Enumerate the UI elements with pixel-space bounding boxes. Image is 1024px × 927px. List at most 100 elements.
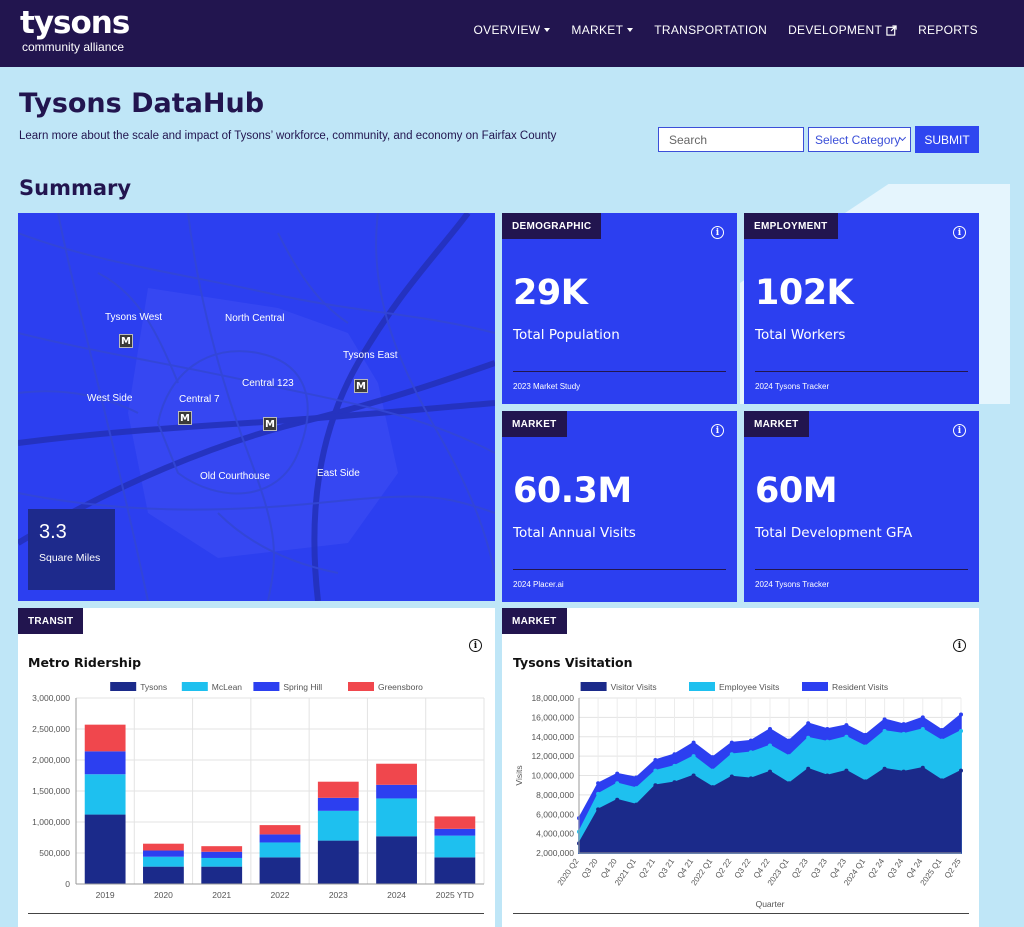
info-icon[interactable]: i	[469, 639, 482, 652]
data-point	[596, 807, 601, 812]
chart-title: Metro Ridership	[28, 655, 142, 670]
bar-segment	[201, 857, 243, 867]
info-icon[interactable]: i	[953, 639, 966, 652]
data-point	[615, 781, 620, 786]
area-stat: 3.3 Square Miles	[28, 509, 115, 590]
x-tick-label: Q3 24	[885, 857, 905, 880]
info-icon[interactable]: i	[711, 424, 724, 437]
data-point	[710, 755, 715, 760]
bar-segment	[317, 781, 359, 798]
stat-card-visits: MARKET i 60.3M Total Annual Visits 2024 …	[502, 411, 737, 602]
metro-station-icon[interactable]: M	[354, 379, 368, 393]
x-tick-label: 2019	[96, 890, 115, 900]
nav-item-reports[interactable]: REPORTS	[918, 23, 978, 37]
map-label: Tysons East	[343, 350, 398, 361]
metro-station-icon[interactable]: M	[119, 334, 133, 348]
data-point	[729, 774, 734, 779]
data-point	[939, 727, 944, 732]
x-tick-label: 2025 YTD	[436, 890, 474, 900]
stat-value: 60.3M	[513, 471, 632, 511]
data-point	[691, 754, 696, 759]
metro-station-icon[interactable]: M	[178, 411, 192, 425]
external-link-icon	[886, 24, 897, 36]
map-label: Old Courthouse	[200, 471, 271, 482]
data-point	[806, 721, 811, 726]
metro-station-icon[interactable]: M	[263, 417, 277, 431]
data-point	[729, 740, 734, 745]
category-tag: MARKET	[502, 608, 567, 634]
data-point	[939, 738, 944, 743]
logo-name: tysons	[20, 5, 130, 41]
data-point	[634, 786, 639, 791]
x-tick-label: Q2 24	[866, 857, 886, 880]
legend-swatch	[348, 682, 374, 691]
category-select-value: Select Category	[815, 132, 901, 147]
map-label: Central 7	[179, 394, 220, 405]
bar-segment	[317, 810, 359, 841]
nav-item-label: MARKET	[571, 23, 624, 37]
data-point	[710, 785, 715, 790]
bar-segment	[259, 857, 301, 884]
divider	[513, 371, 726, 372]
data-point	[634, 802, 639, 807]
brand-logo[interactable]: tysons community alliance	[20, 5, 130, 54]
stat-value: 29K	[513, 273, 588, 313]
data-point	[596, 781, 601, 786]
data-point	[672, 780, 677, 785]
y-tick-label: 10,000,000	[531, 771, 574, 781]
nav-item-overview[interactable]: OVERVIEW	[474, 23, 551, 37]
stat-source: 2024 Placer.ai	[513, 580, 564, 589]
nav-item-development[interactable]: DEVELOPMENT	[788, 23, 897, 37]
x-tick-label: Q2 25	[943, 857, 963, 880]
bar-segment	[259, 825, 301, 835]
data-point	[768, 727, 772, 731]
area-value: 3.3	[39, 521, 67, 543]
x-tick-label: Q3 21	[656, 857, 676, 880]
page-subtitle: Learn more about the scale and impact of…	[19, 130, 557, 142]
nav-item-transportation[interactable]: TRANSPORTATION	[654, 23, 767, 37]
y-tick-label: 1,000,000	[32, 817, 70, 827]
x-tick-label: Q2 21	[637, 857, 657, 880]
data-point	[959, 712, 963, 717]
category-tag: MARKET	[744, 411, 809, 437]
bar-segment	[84, 814, 126, 884]
data-point	[787, 781, 792, 786]
stat-source: 2023 Market Study	[513, 382, 581, 391]
data-point	[672, 752, 677, 757]
data-point	[691, 740, 696, 745]
tysons-visitation-chart: Visitor Visits Employee Visits Resident Vi…	[514, 682, 963, 909]
data-point	[939, 778, 944, 783]
x-tick-label: Q3 23	[809, 857, 829, 880]
stat-label: Total Development GFA	[755, 525, 913, 541]
data-point	[959, 768, 963, 773]
x-tick-label: Q3 20	[580, 857, 600, 880]
bar-segment	[84, 751, 126, 775]
category-select[interactable]: Select Category	[808, 127, 911, 152]
data-point	[825, 739, 830, 744]
map-label: North Central	[225, 313, 285, 324]
info-icon[interactable]: i	[953, 424, 966, 437]
bar-segment	[317, 840, 359, 884]
divider	[513, 913, 969, 914]
submit-button[interactable]: SUBMIT	[915, 126, 979, 153]
divider	[755, 569, 968, 570]
nav-item-label: DEVELOPMENT	[788, 23, 883, 37]
data-point	[863, 779, 868, 784]
nav-item-market[interactable]: MARKET	[571, 23, 634, 37]
info-icon[interactable]: i	[953, 226, 966, 239]
map-card[interactable]: Tysons West North Central Tysons East We…	[18, 213, 495, 601]
data-point	[653, 783, 658, 788]
y-tick-label: 6,000,000	[536, 809, 574, 819]
data-point	[825, 727, 830, 731]
info-icon[interactable]: i	[711, 226, 724, 239]
legend-swatch	[181, 682, 208, 691]
map-label: East Side	[317, 468, 360, 479]
y-tick-label: 14,000,000	[531, 732, 574, 742]
data-point	[691, 773, 696, 778]
data-point	[634, 775, 639, 780]
search-input[interactable]	[658, 127, 804, 152]
category-tag: MARKET	[502, 411, 567, 437]
data-point	[882, 766, 887, 771]
top-nav: tysons community alliance OVERVIEW MARKE…	[0, 0, 1024, 67]
bar-segment	[259, 842, 301, 858]
